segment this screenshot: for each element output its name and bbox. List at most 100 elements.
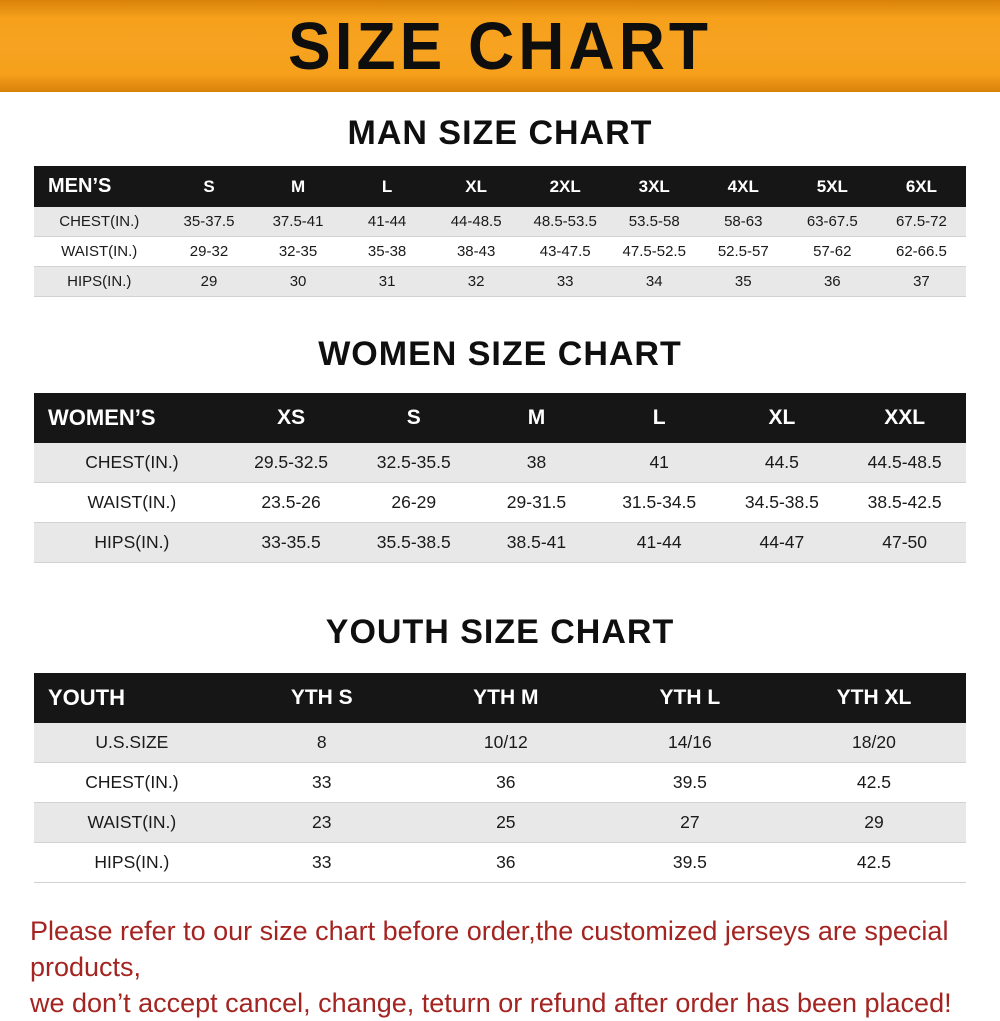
footer-note: Please refer to our size chart before or… (0, 913, 1000, 1021)
size-column-header: YTH XL (781, 673, 966, 723)
size-value-cell: 41-44 (597, 522, 721, 563)
table-title-cell: MEN’S (34, 166, 165, 207)
size-value-cell: 32-35 (253, 236, 343, 267)
row-label-cell: HIPS(IN.) (34, 266, 165, 297)
size-column-header: XL (431, 166, 521, 207)
measurement-row: U.S.SIZE 8 10/12 14/16 18/20 (34, 723, 966, 763)
measurement-row: HIPS(IN.) 29 30 31 32 33 34 35 36 37 (34, 266, 966, 297)
size-value-cell: 38-43 (431, 236, 521, 267)
size-value-cell: 37 (876, 266, 966, 297)
size-value-cell: 33-35.5 (229, 522, 353, 563)
size-column-header: XS (229, 393, 353, 443)
size-column-header: L (342, 166, 432, 207)
size-value-cell: 34 (609, 266, 699, 297)
size-column-header: 2XL (520, 166, 610, 207)
size-value-cell: 63-67.5 (787, 207, 877, 237)
size-value-cell: 47.5-52.5 (609, 236, 699, 267)
measurement-row: WAIST(IN.) 23.5-26 26-29 29-31.5 31.5-34.5 34… (34, 482, 966, 523)
size-value-cell: 36 (413, 842, 598, 883)
youth-size-section: YOUTH SIZE CHART YOUTH YTH S YTH M YTH L YTH… (0, 613, 1000, 883)
size-value-cell: 39.5 (597, 762, 782, 803)
row-label-cell: CHEST(IN.) (34, 443, 230, 483)
man-size-heading: MAN SIZE CHART (347, 114, 653, 152)
size-value-cell: 38.5-41 (475, 522, 598, 563)
row-label-cell: WAIST(IN.) (34, 236, 165, 267)
row-label-cell: U.S.SIZE (34, 723, 230, 763)
row-label-cell: WAIST(IN.) (34, 802, 230, 843)
size-column-header: 5XL (787, 166, 877, 207)
size-value-cell: 38 (475, 443, 598, 483)
size-value-cell: 29-32 (164, 236, 254, 267)
youth-size-table: YOUTH YTH S YTH M YTH L YTH XL U.S.SIZE 8 10/12… (34, 673, 966, 883)
size-column-header: S (164, 166, 254, 207)
size-value-cell: 36 (413, 762, 598, 803)
header-row: WOMEN’S XS S M L XL XXL (34, 393, 966, 443)
row-label-cell: HIPS(IN.) (34, 842, 230, 883)
size-value-cell: 27 (597, 802, 782, 843)
table-title-cell: WOMEN’S (34, 393, 230, 443)
measurement-row: HIPS(IN.) 33 36 39.5 42.5 (34, 842, 966, 883)
women-size-section: WOMEN SIZE CHART WOMEN’S XS S M L XL XXL CHEST(… (0, 335, 1000, 563)
size-value-cell: 67.5-72 (876, 207, 966, 237)
size-column-header: YTH M (413, 673, 598, 723)
footer-line-1: Please refer to our size chart before or… (30, 916, 949, 982)
measurement-row: WAIST(IN.) 23 25 27 29 (34, 802, 966, 843)
row-label-cell: CHEST(IN.) (34, 207, 165, 237)
size-value-cell: 29-31.5 (475, 482, 598, 523)
size-column-header: XL (720, 393, 844, 443)
size-value-cell: 23 (229, 802, 414, 843)
size-value-cell: 44-48.5 (431, 207, 521, 237)
size-value-cell: 35.5-38.5 (352, 522, 476, 563)
men-size-table: MEN’S S M L XL 2XL 3XL 4XL 5XL 6XL CHEST(IN.) 35-37… (34, 166, 966, 297)
size-value-cell: 47-50 (843, 522, 966, 563)
banner-title: SIZE CHART (288, 8, 712, 84)
size-value-cell: 42.5 (781, 762, 966, 803)
size-value-cell: 25 (413, 802, 598, 843)
size-value-cell: 34.5-38.5 (720, 482, 844, 523)
size-value-cell: 36 (787, 266, 877, 297)
row-label-cell: WAIST(IN.) (34, 482, 230, 523)
size-value-cell: 44-47 (720, 522, 844, 563)
size-value-cell: 52.5-57 (698, 236, 788, 267)
size-column-header: L (597, 393, 721, 443)
size-value-cell: 33 (229, 762, 414, 803)
size-chart-banner: SIZE CHART (0, 0, 1000, 92)
size-column-header: 6XL (876, 166, 966, 207)
size-value-cell: 10/12 (413, 723, 598, 763)
row-label-cell: CHEST(IN.) (34, 762, 230, 803)
size-value-cell: 32.5-35.5 (352, 443, 476, 483)
size-column-header: M (253, 166, 343, 207)
size-value-cell: 53.5-58 (609, 207, 699, 237)
size-value-cell: 31 (342, 266, 432, 297)
size-value-cell: 62-66.5 (876, 236, 966, 267)
size-value-cell: 8 (229, 723, 414, 763)
header-row: YOUTH YTH S YTH M YTH L YTH XL (34, 673, 966, 723)
size-value-cell: 35-37.5 (164, 207, 254, 237)
size-value-cell: 39.5 (597, 842, 782, 883)
size-value-cell: 29 (781, 802, 966, 843)
size-value-cell: 43-47.5 (520, 236, 610, 267)
women-size-heading: WOMEN SIZE CHART (318, 335, 682, 373)
size-value-cell: 26-29 (352, 482, 476, 523)
size-column-header: 3XL (609, 166, 699, 207)
size-column-header: S (352, 393, 476, 443)
size-value-cell: 33 (229, 842, 414, 883)
table-title-cell: YOUTH (34, 673, 230, 723)
size-value-cell: 18/20 (781, 723, 966, 763)
size-column-header: XXL (843, 393, 966, 443)
measurement-row: CHEST(IN.) 29.5-32.5 32.5-35.5 38 41 44.5 44.5… (34, 443, 966, 483)
measurement-row: CHEST(IN.) 35-37.5 37.5-41 41-44 44-48.5 48.5… (34, 207, 966, 237)
measurement-row: HIPS(IN.) 33-35.5 35.5-38.5 38.5-41 41-44 44-… (34, 522, 966, 563)
size-value-cell: 29 (164, 266, 254, 297)
footer-line-2: we don’t accept cancel, change, teturn o… (30, 988, 952, 1018)
size-column-header: YTH S (229, 673, 414, 723)
size-value-cell: 44.5 (720, 443, 844, 483)
size-value-cell: 42.5 (781, 842, 966, 883)
size-column-header: 4XL (698, 166, 788, 207)
header-row: MEN’S S M L XL 2XL 3XL 4XL 5XL 6XL (34, 166, 966, 207)
size-value-cell: 35-38 (342, 236, 432, 267)
row-label-cell: HIPS(IN.) (34, 522, 230, 563)
size-value-cell: 14/16 (597, 723, 782, 763)
measurement-row: WAIST(IN.) 29-32 32-35 35-38 38-43 43-47.5 47.… (34, 236, 966, 267)
size-column-header: YTH L (597, 673, 782, 723)
